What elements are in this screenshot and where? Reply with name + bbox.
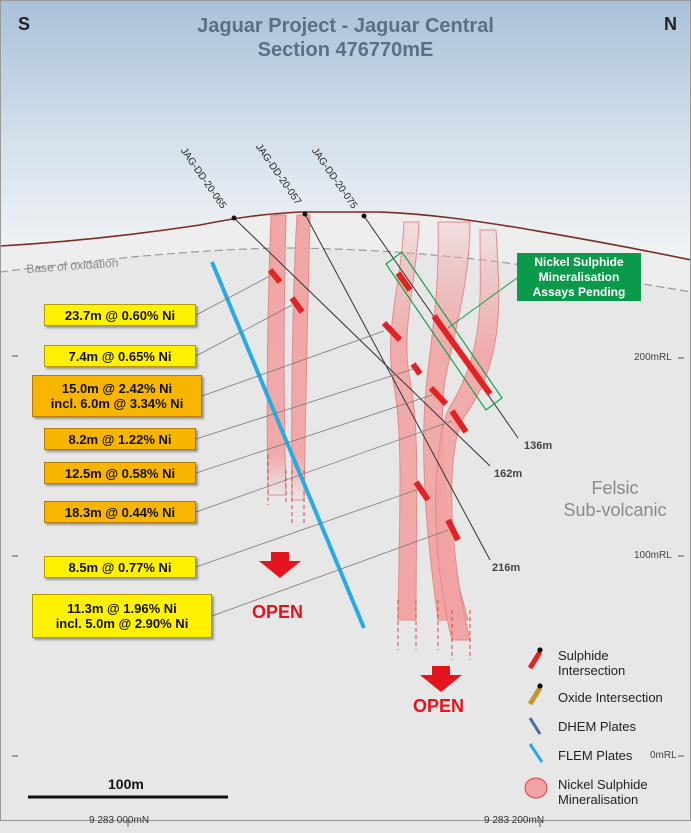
open-arrow-left — [259, 552, 301, 578]
open-label-left: OPEN — [252, 602, 304, 622]
callout-leaders — [195, 275, 453, 617]
intercept-callout-4: 8.2m @ 1.22% Ni — [44, 428, 196, 450]
legend-flem-label: FLEM Plates — [558, 748, 633, 763]
title-line-1: Jaguar Project - Jaguar Central — [197, 15, 494, 37]
legend-dhem-label: DHEM Plates — [558, 719, 637, 734]
intercept-text: 7.4m @ 0.65% Ni — [68, 348, 172, 364]
page-title: Jaguar Project - Jaguar Central Section … — [140, 14, 551, 62]
oxide-icon — [527, 683, 543, 706]
pending-assays-box: Nickel Sulphide Mineralisation Assays Pe… — [517, 253, 641, 301]
pending-leader — [447, 277, 518, 329]
scale-bar-label: 100m — [108, 776, 144, 792]
sulphide-icon — [527, 647, 543, 670]
flem-icon — [528, 743, 544, 763]
sky — [0, 0, 691, 260]
rl-label-200: 200mRL — [634, 352, 672, 363]
rock-line-2: Sub-volcanic — [563, 500, 667, 520]
intercept-callout-2: 7.4m @ 0.65% Ni — [44, 345, 196, 367]
drillhole-057-trace — [304, 213, 491, 561]
intercept-text: 18.3m @ 0.44% Ni — [64, 504, 176, 520]
pending-line-3: Assays Pending — [532, 284, 626, 299]
open-arrow-right — [420, 666, 462, 692]
pending-line-1: Nickel Sulphide — [534, 254, 624, 269]
intercept-callout-3: 15.0m @ 2.42% Ni incl. 6.0m @ 3.34% Ni — [32, 375, 202, 417]
topography-line — [0, 211, 691, 261]
rock-line-1: Felsic — [591, 478, 639, 498]
pending-line-2: Mineralisation — [538, 269, 620, 284]
intercept-callout-1: 23.7m @ 0.60% Ni — [44, 304, 196, 326]
depth-label-057: 216m — [492, 562, 521, 574]
legend-text: Sulphide — [558, 648, 609, 663]
intercept-text: 12.5m @ 0.58% Ni — [64, 465, 176, 481]
intercept-callout-7: 8.5m @ 0.77% Ni — [44, 556, 196, 578]
legend-sulphide-label: Sulphide Intersection — [558, 648, 625, 678]
mineralisation-lodes — [266, 214, 500, 660]
northing-label-1: 9 283 000mN — [89, 815, 150, 826]
pending-assays-outline — [385, 251, 503, 411]
rl-label-0: 0mRL — [650, 750, 677, 761]
open-label-right: OPEN — [413, 696, 465, 716]
mineralisation-icon — [524, 777, 548, 799]
base-of-oxidation-line — [0, 247, 691, 293]
legend-text: Mineralisation — [558, 792, 639, 807]
sulphide-intersections — [267, 268, 493, 542]
northing-label-2: 9 283 200mN — [484, 815, 545, 826]
dhem-icon — [528, 717, 542, 735]
intercept-callout-8: 11.3m @ 1.96% Ni incl. 5.0m @ 2.90% Ni — [32, 594, 212, 638]
intercept-text: incl. 6.0m @ 3.34% Ni — [50, 396, 184, 411]
legend-text: Nickel Sulphide — [558, 777, 648, 792]
legend-oxide-label: Oxide Intersection — [558, 690, 663, 705]
flem-plate — [210, 261, 366, 629]
intercept-text: 11.3m @ 1.96% Ni — [67, 601, 177, 616]
drillhole-065-trace — [233, 217, 491, 467]
intercept-callout-6: 18.3m @ 0.44% Ni — [44, 501, 196, 523]
legend-mineralisation-label: Nickel Sulphide Mineralisation — [558, 777, 648, 807]
rock-type-label: Felsic Sub-volcanic — [560, 477, 670, 521]
legend-text: Intersection — [558, 663, 626, 678]
intercept-text: incl. 5.0m @ 2.90% Ni — [55, 616, 189, 631]
oxide-zone — [0, 212, 691, 292]
drillhole-collars — [231, 211, 367, 221]
rl-label-100: 100mRL — [634, 550, 672, 561]
direction-south: S — [18, 14, 31, 34]
lode-a — [266, 214, 287, 496]
direction-north: N — [664, 14, 677, 34]
intercept-callout-5: 12.5m @ 0.58% Ni — [44, 462, 196, 484]
depth-label-075: 136m — [524, 440, 553, 452]
lode-c — [390, 221, 420, 621]
intercept-text: 15.0m @ 2.42% Ni — [61, 381, 173, 396]
frame-ticks — [12, 355, 684, 827]
intercept-text: 23.7m @ 0.60% Ni — [64, 307, 176, 323]
title-line-2: Section 476770mE — [257, 39, 434, 61]
intercept-text: 8.2m @ 1.22% Ni — [68, 431, 172, 447]
depth-label-065: 162m — [494, 468, 523, 480]
intercept-text: 8.5m @ 0.77% Ni — [68, 559, 172, 575]
